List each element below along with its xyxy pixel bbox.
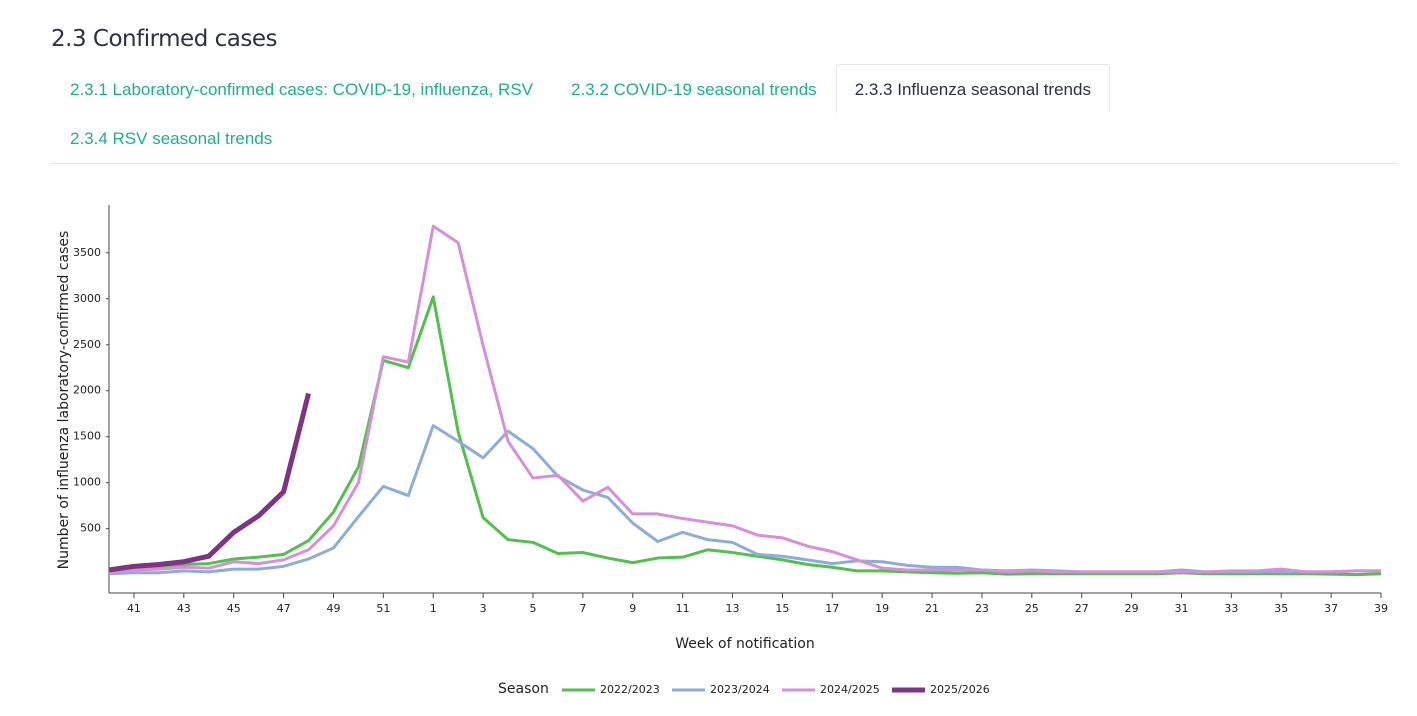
x-tick-label: 7 [579,602,586,615]
x-tick-label: 25 [1025,602,1039,615]
x-tick-label: 11 [676,602,690,615]
series-line [108,424,1381,576]
y-tick-label: 3500 [73,246,101,259]
x-tick-label: 37 [1324,602,1338,615]
x-tick-label: 9 [629,602,636,615]
x-tick-label: 39 [1374,602,1388,615]
legend-title: Season [498,681,549,697]
tab[interactable]: 2.3.2 COVID-19 seasonal trends [571,80,817,99]
divider [51,163,1397,164]
x-tick-label: 23 [975,602,989,615]
legend-label: 2024/2025 [820,683,880,696]
tab[interactable]: 2.3.4 RSV seasonal trends [70,129,273,148]
x-tick-label: 35 [1274,602,1288,615]
x-tick-label: 15 [775,602,789,615]
y-tick-label: 2500 [73,338,101,351]
y-tick-label: 500 [80,522,101,535]
legend-label: 2023/2024 [710,683,770,696]
x-tick-label: 17 [825,602,839,615]
y-axis-label: Number of influenza laboratory-confirmed… [56,231,72,570]
x-tick-label: 51 [376,602,390,615]
series-line [108,392,311,573]
x-tick-label: 19 [875,602,889,615]
tab-bar: 2.3.1 Laboratory-confirmed cases: COVID-… [51,64,1171,162]
x-tick-label: 45 [227,602,241,615]
y-tick-label: 2000 [73,384,101,397]
x-tick-label: 3 [480,602,487,615]
legend-label: 2022/2023 [600,683,660,696]
y-tick-label: 1500 [73,430,101,443]
tab[interactable]: 2.3.3 Influenza seasonal trends [835,64,1110,113]
x-tick-label: 29 [1125,602,1139,615]
x-tick-label: 33 [1224,602,1238,615]
y-tick-label: 1000 [73,476,101,489]
x-tick-label: 41 [127,602,141,615]
y-tick-label: 3000 [73,292,101,305]
x-tick-label: 31 [1174,602,1188,615]
legend-label: 2025/2026 [930,683,990,696]
x-tick-label: 47 [277,602,291,615]
x-tick-label: 49 [326,602,340,615]
x-axis-label: Week of notification [675,636,814,652]
x-tick-label: 5 [530,602,537,615]
section-title: 2.3 Confirmed cases [51,26,277,52]
x-tick-label: 1 [430,602,437,615]
tab[interactable]: 2.3.1 Laboratory-confirmed cases: COVID-… [70,80,533,99]
x-tick-label: 21 [925,602,939,615]
series-line [108,224,1381,574]
x-tick-label: 13 [726,602,740,615]
x-tick-label: 43 [177,602,191,615]
x-tick-label: 27 [1075,602,1089,615]
